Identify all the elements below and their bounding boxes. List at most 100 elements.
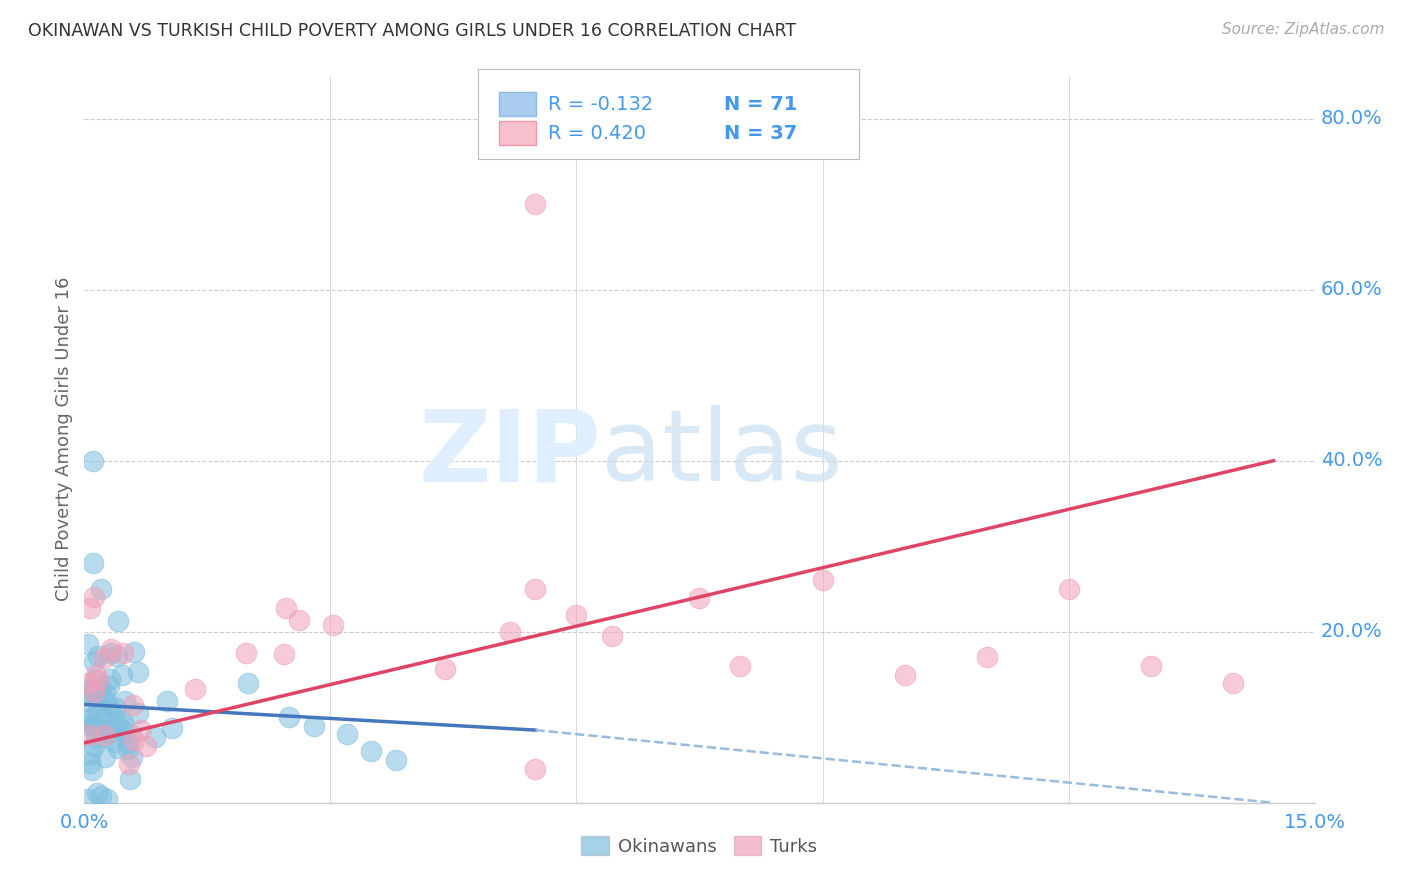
- Point: [86, 706, 108, 720]
- Point: [107, 648, 129, 663]
- Point: [87, 649, 110, 664]
- Text: 60.0%: 60.0%: [1320, 280, 1382, 299]
- Point: [83, 590, 105, 604]
- Text: atlas: atlas: [602, 405, 842, 502]
- Point: [84, 690, 107, 704]
- Point: [565, 607, 588, 622]
- Point: [84, 668, 107, 682]
- Point: [86, 718, 108, 732]
- Point: [184, 681, 207, 696]
- Text: Source: ZipAtlas.com: Source: ZipAtlas.com: [1222, 22, 1385, 37]
- Point: [79, 728, 101, 742]
- Point: [143, 730, 166, 744]
- Point: [86, 786, 108, 800]
- Point: [385, 753, 408, 767]
- Point: [96, 698, 118, 712]
- Point: [94, 711, 117, 725]
- Point: [118, 772, 141, 786]
- Text: 20.0%: 20.0%: [1320, 623, 1382, 641]
- Point: [893, 667, 915, 681]
- Y-axis label: Child Poverty Among Girls Under 16: Child Poverty Among Girls Under 16: [55, 277, 73, 601]
- Point: [100, 646, 122, 660]
- Point: [98, 725, 121, 739]
- Point: [90, 731, 112, 745]
- Text: 40.0%: 40.0%: [1320, 451, 1382, 470]
- Point: [79, 600, 101, 615]
- Point: [287, 614, 309, 628]
- Point: [498, 625, 520, 640]
- Point: [98, 679, 121, 693]
- Text: 80.0%: 80.0%: [1320, 109, 1382, 128]
- Point: [82, 557, 104, 571]
- Point: [121, 749, 143, 764]
- Point: [76, 694, 98, 708]
- Point: [524, 582, 547, 596]
- Point: [114, 693, 136, 707]
- Point: [156, 694, 179, 708]
- Point: [103, 734, 125, 748]
- Point: [524, 197, 547, 211]
- Point: [107, 614, 129, 628]
- Point: [127, 706, 149, 720]
- Point: [83, 655, 105, 669]
- Point: [79, 747, 101, 762]
- Point: [105, 700, 128, 714]
- Point: [98, 672, 121, 686]
- Point: [76, 791, 98, 805]
- Point: [730, 659, 752, 673]
- Point: [117, 742, 139, 756]
- Point: [77, 713, 100, 727]
- Point: [111, 667, 134, 681]
- Point: [117, 735, 139, 749]
- Point: [976, 650, 998, 665]
- Point: [129, 723, 152, 737]
- Point: [1139, 659, 1161, 673]
- Point: [433, 662, 456, 676]
- Legend: Okinawans, Turks: Okinawans, Turks: [574, 829, 825, 863]
- Point: [1057, 582, 1080, 596]
- Point: [135, 739, 157, 753]
- Point: [83, 685, 105, 699]
- Text: OKINAWAN VS TURKISH CHILD POVERTY AMONG GIRLS UNDER 16 CORRELATION CHART: OKINAWAN VS TURKISH CHILD POVERTY AMONG …: [28, 22, 796, 40]
- Point: [104, 717, 127, 731]
- Text: ZIP: ZIP: [418, 405, 602, 502]
- Point: [90, 723, 112, 737]
- Text: N = 71: N = 71: [724, 95, 797, 114]
- FancyBboxPatch shape: [499, 121, 536, 145]
- Point: [107, 714, 129, 728]
- Point: [120, 726, 142, 740]
- Point: [238, 676, 260, 690]
- Point: [82, 719, 104, 733]
- Point: [112, 646, 135, 660]
- Point: [112, 723, 135, 737]
- Point: [90, 582, 112, 596]
- Point: [84, 673, 107, 687]
- Point: [79, 756, 101, 771]
- Point: [278, 710, 301, 724]
- Point: [811, 574, 834, 588]
- Point: [84, 730, 107, 744]
- Point: [94, 749, 117, 764]
- FancyBboxPatch shape: [499, 92, 536, 116]
- Point: [91, 723, 114, 737]
- Point: [80, 682, 103, 697]
- Point: [86, 723, 108, 737]
- Point: [600, 629, 623, 643]
- Point: [93, 728, 115, 742]
- Point: [79, 711, 101, 725]
- Point: [83, 681, 105, 696]
- Point: [94, 686, 117, 700]
- Point: [111, 714, 134, 729]
- Point: [122, 645, 145, 659]
- Point: [76, 675, 98, 690]
- Point: [273, 648, 295, 662]
- Point: [82, 453, 104, 467]
- Point: [322, 618, 344, 632]
- Point: [77, 637, 100, 651]
- Text: R = 0.420: R = 0.420: [548, 125, 647, 144]
- Point: [87, 673, 110, 687]
- Point: [89, 681, 111, 696]
- Point: [162, 721, 184, 735]
- Point: [121, 698, 143, 713]
- Point: [127, 665, 149, 679]
